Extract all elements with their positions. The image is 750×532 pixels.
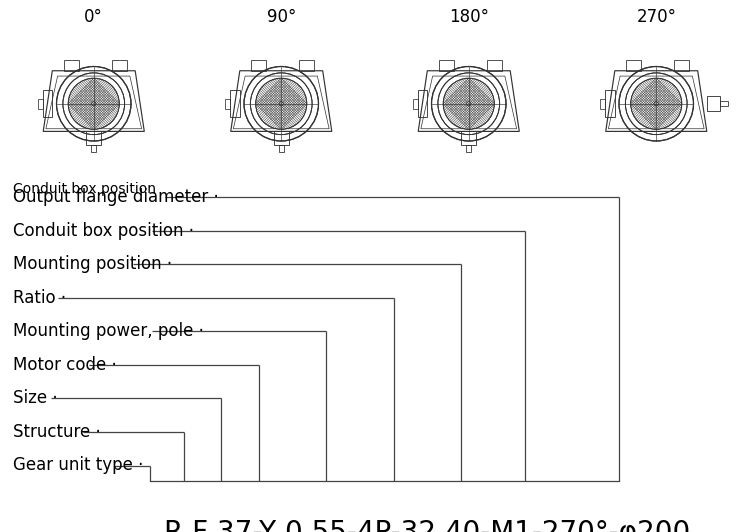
Bar (720, 101, 728, 106)
Text: 0°: 0° (84, 8, 104, 26)
Text: 90°: 90° (266, 8, 296, 26)
Bar (230, 90, 240, 117)
Bar (674, 60, 689, 71)
Bar (299, 60, 314, 71)
Text: Mounting position ·: Mounting position · (13, 255, 173, 273)
Text: R F 37-Y 0.55-4P-32.40-M1-270°-φ200: R F 37-Y 0.55-4P-32.40-M1-270°-φ200 (164, 519, 691, 532)
Text: Conduit box position ·: Conduit box position · (13, 222, 194, 240)
Text: Ratio ·: Ratio · (13, 289, 67, 307)
Circle shape (631, 78, 682, 129)
Bar (601, 99, 605, 109)
Text: Gear unit type ·: Gear unit type · (13, 456, 144, 475)
Bar (706, 96, 720, 111)
Bar (413, 99, 418, 109)
Text: Structure ·: Structure · (13, 423, 101, 441)
Text: Conduit box position: Conduit box position (13, 182, 157, 196)
Bar (43, 90, 52, 117)
Bar (418, 90, 428, 117)
Bar (626, 60, 641, 71)
Bar (112, 60, 127, 71)
Bar (487, 60, 502, 71)
Text: 180°: 180° (448, 8, 489, 26)
Text: 270°: 270° (636, 8, 676, 26)
Bar (278, 145, 284, 152)
Bar (439, 60, 454, 71)
Bar (86, 131, 101, 145)
Bar (461, 131, 476, 145)
Circle shape (443, 78, 494, 129)
Bar (38, 99, 43, 109)
Bar (274, 131, 289, 145)
Bar (91, 145, 97, 152)
Text: Motor code ·: Motor code · (13, 356, 117, 374)
Text: Size ·: Size · (13, 389, 58, 408)
Bar (226, 99, 230, 109)
Text: Output flange diameter ·: Output flange diameter · (13, 188, 219, 206)
Bar (466, 145, 472, 152)
Circle shape (68, 78, 119, 129)
Circle shape (256, 78, 307, 129)
Bar (605, 90, 615, 117)
Text: Mounting power, pole ·: Mounting power, pole · (13, 322, 204, 340)
Bar (251, 60, 266, 71)
Bar (64, 60, 79, 71)
